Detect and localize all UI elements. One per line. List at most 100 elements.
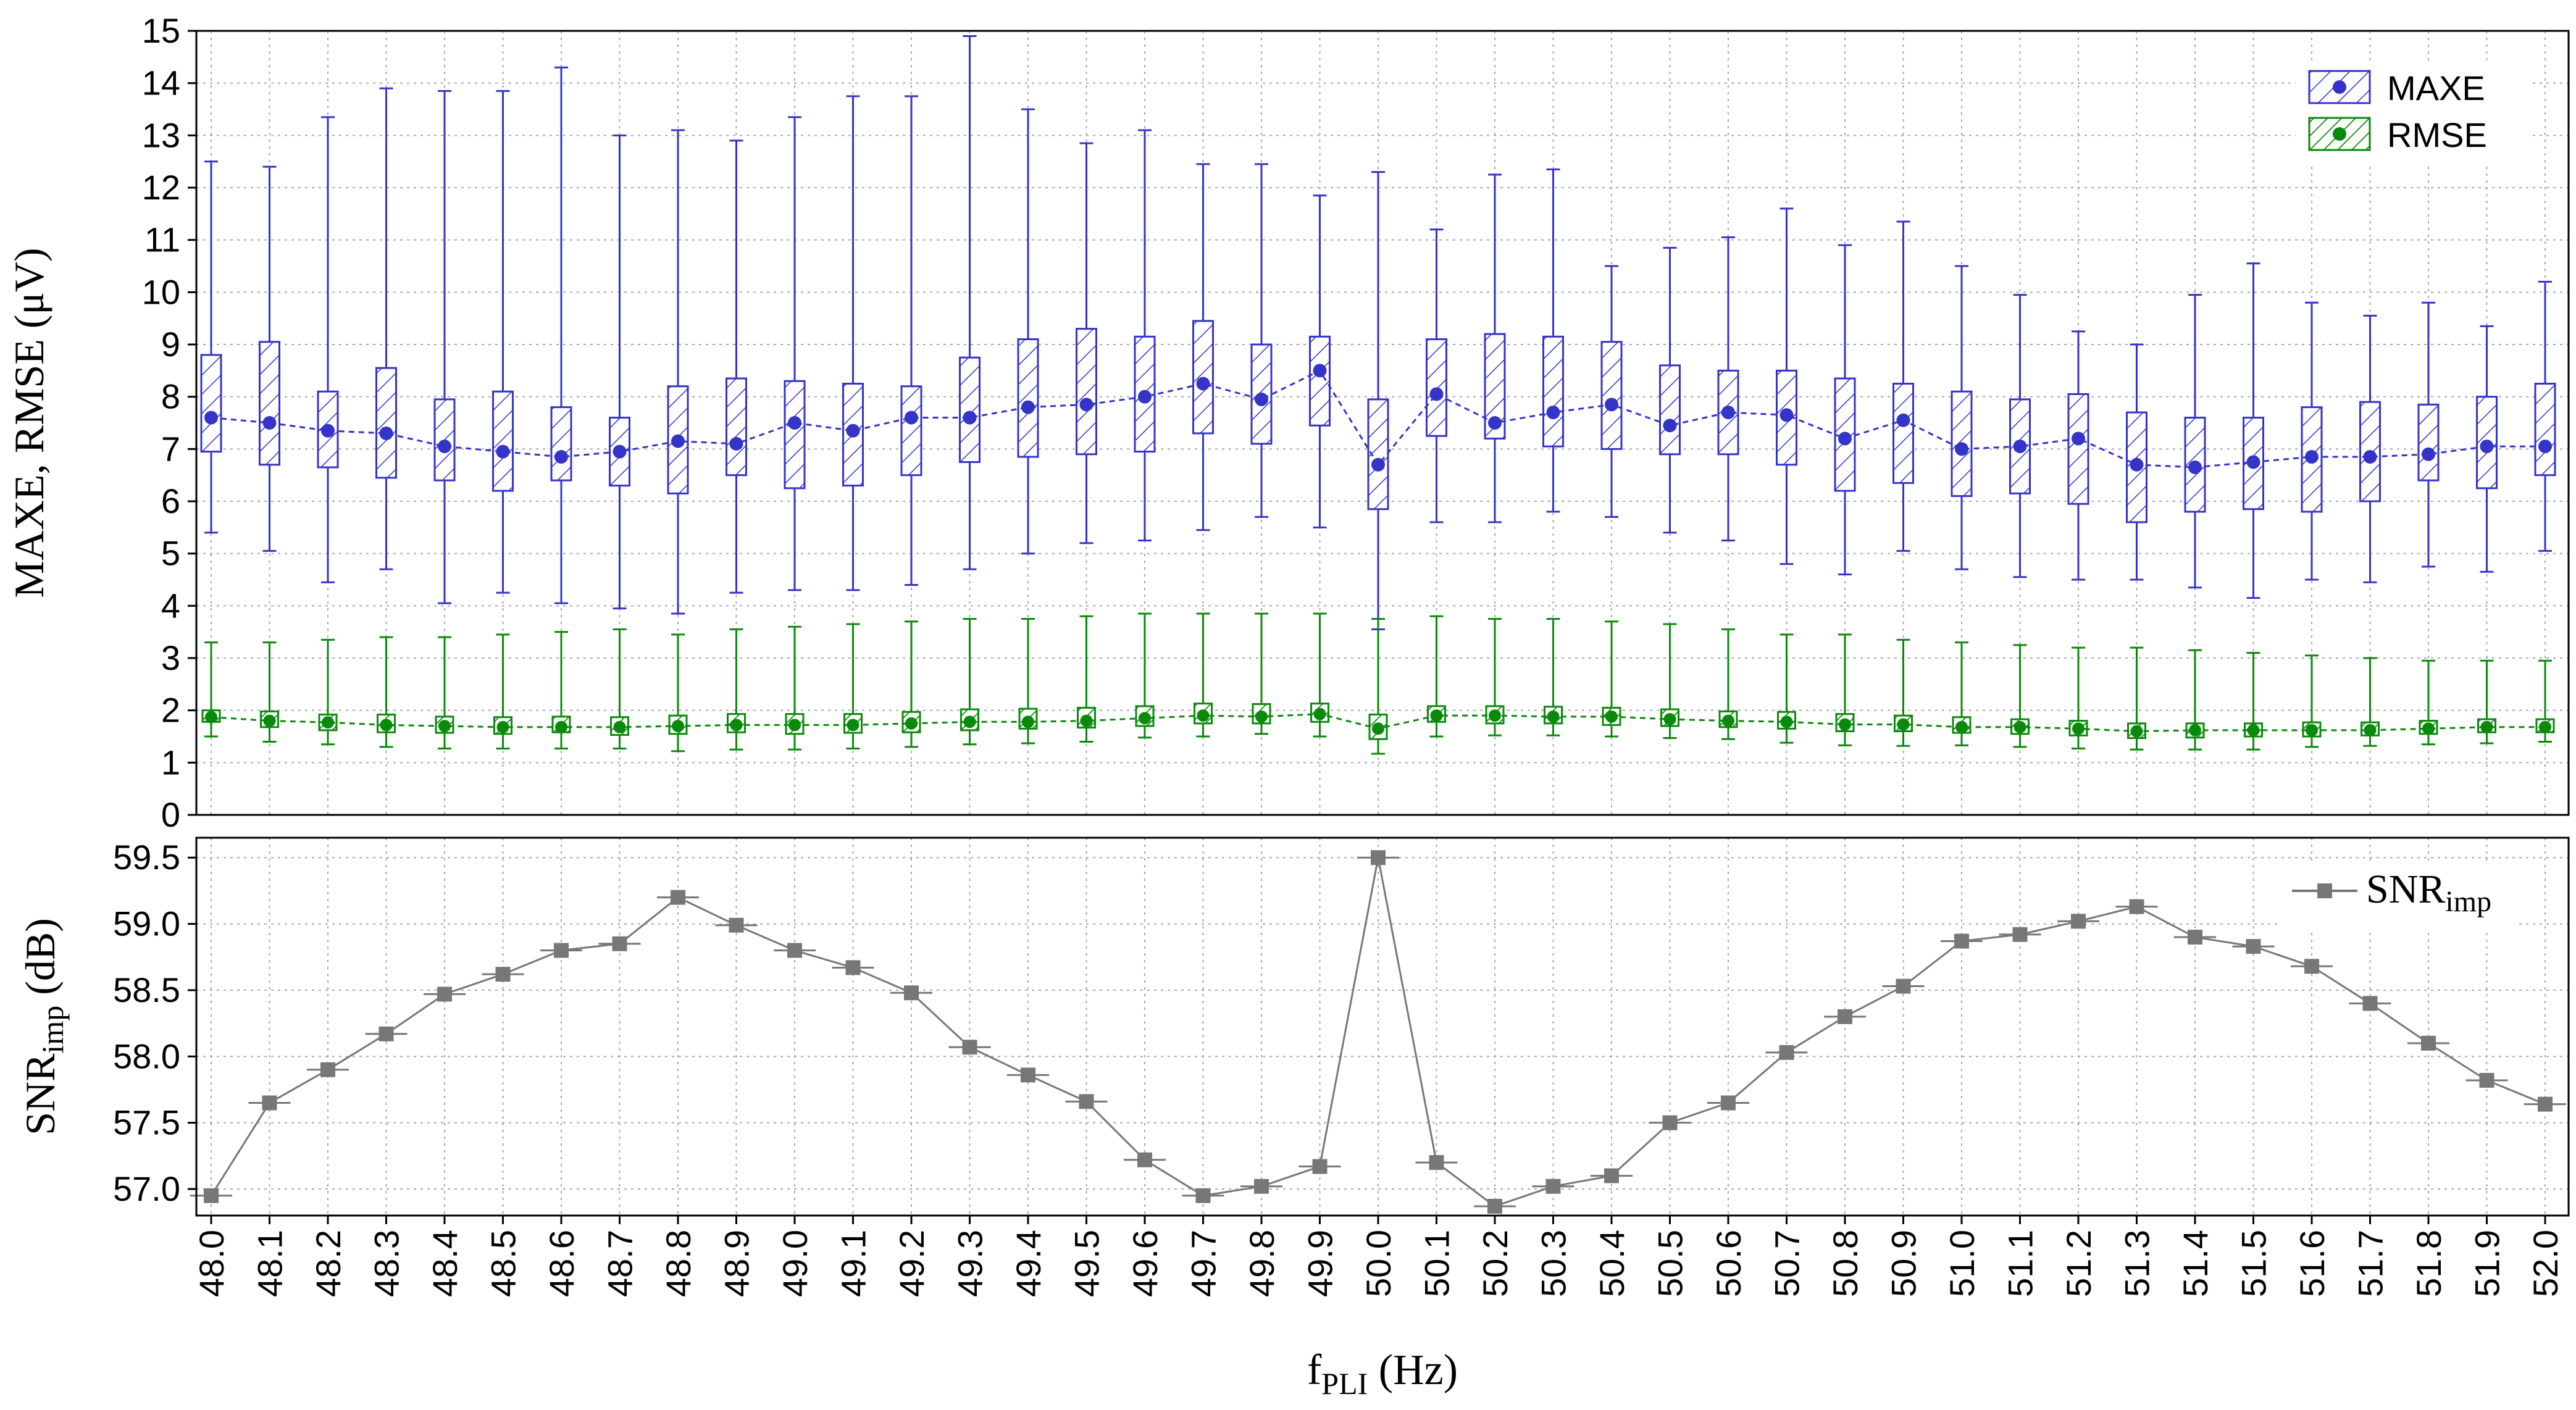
rmse-median-point xyxy=(1663,713,1676,726)
x-tick-label: 51.1 xyxy=(2001,1230,2040,1297)
snr-point xyxy=(2421,1035,2436,1051)
top-y-tick-label: 10 xyxy=(142,272,180,311)
snr-point xyxy=(962,1040,977,1055)
snr-point xyxy=(1312,1159,1328,1174)
rmse-median-point xyxy=(1897,718,1910,731)
x-tick-label: 48.4 xyxy=(425,1230,464,1297)
x-tick-label: 48.3 xyxy=(367,1230,406,1297)
snr-point xyxy=(1254,1178,1269,1194)
rmse-median-point xyxy=(2014,720,2026,733)
snr-point xyxy=(378,1026,394,1041)
legend-item-maxe: MAXE xyxy=(2308,69,2485,107)
maxe-median-point xyxy=(1779,408,1794,422)
snr-point xyxy=(1779,1045,1794,1060)
x-tick-label: 51.9 xyxy=(2468,1230,2507,1297)
top-y-tick-label: 11 xyxy=(144,220,180,259)
maxe-median-point xyxy=(2480,440,2494,454)
snr-point xyxy=(1838,1009,1852,1024)
x-tick-label: 51.6 xyxy=(2293,1230,2331,1297)
maxe-median-point xyxy=(2246,455,2260,469)
snr-point xyxy=(1021,1067,1035,1083)
maxe-box xyxy=(200,354,222,453)
snr-point xyxy=(2304,959,2319,974)
top-y-tick-label: 1 xyxy=(161,743,180,782)
top-y-tick-label: 5 xyxy=(161,534,180,573)
legend-label-maxe: MAXE xyxy=(2387,69,2485,107)
top-y-tick-label: 13 xyxy=(142,115,180,154)
x-tick-label: 49.0 xyxy=(776,1230,814,1297)
x-tick-label: 48.6 xyxy=(542,1230,581,1297)
snr-point xyxy=(1721,1095,1736,1111)
rmse-median-point xyxy=(1255,710,1268,723)
x-tick-label: 48.7 xyxy=(601,1230,640,1297)
snr-point xyxy=(2071,914,2086,929)
maxe-median-point xyxy=(613,444,627,459)
maxe-median-point xyxy=(963,411,977,425)
maxe-median-point xyxy=(1429,387,1444,401)
rmse-median-point xyxy=(1722,714,1734,727)
maxe-median-point xyxy=(379,426,393,440)
rmse-median-point xyxy=(1780,715,1793,728)
x-tick-label: 49.2 xyxy=(892,1230,931,1297)
rmse-median-point xyxy=(2364,724,2377,736)
top-y-tick-label: 7 xyxy=(161,429,180,468)
maxe-box xyxy=(1076,328,1097,456)
snr-point xyxy=(1371,850,1386,866)
rmse-median-point xyxy=(2247,724,2260,736)
rmse-median-point xyxy=(205,711,217,724)
series-rmse xyxy=(201,612,2555,755)
rmse-median-point xyxy=(1372,722,1384,735)
bottom-y-axis-label: SNRimp (dB) xyxy=(17,918,70,1135)
snr-point xyxy=(787,943,802,958)
maxe-box xyxy=(959,356,981,464)
rmse-median-point xyxy=(613,720,626,733)
maxe-median-point xyxy=(2188,460,2202,474)
top-plot-frame xyxy=(195,30,2570,816)
maxe-median-point xyxy=(1371,457,1385,472)
rmse-median-point xyxy=(847,719,859,732)
rmse-median-point xyxy=(263,714,276,727)
series-maxe xyxy=(200,35,2556,630)
rmse-median-point xyxy=(788,719,801,732)
maxe-median-point xyxy=(1021,400,1035,414)
x-tick-label: 48.5 xyxy=(484,1230,523,1297)
x-tick-label: 50.2 xyxy=(1476,1230,1515,1297)
bottom-y-tick-label: 57.5 xyxy=(113,1103,180,1142)
top-y-tick-label: 2 xyxy=(161,691,180,730)
bottom-y-tick-label: 58.5 xyxy=(113,970,180,1009)
snr-point xyxy=(1079,1094,1094,1109)
rmse-median-point xyxy=(905,717,918,730)
x-axis: 48.0 48.1 48.2 48.3 48.4 48.5 48.6 48.7 48.8 48.9… xyxy=(192,1216,2565,1297)
x-tick-label: 49.7 xyxy=(1184,1230,1223,1297)
bottom-y-axis: 57.0 57.5 58.0 58.5 59.0 59.5 xyxy=(113,838,196,1208)
legend-marker-maxe xyxy=(2333,80,2346,94)
legend-marker-snr xyxy=(2317,883,2332,898)
rmse-median-point xyxy=(1022,715,1034,728)
bottom-legend: SNRimp xyxy=(2278,861,2519,929)
maxe-box xyxy=(433,398,456,482)
maxe-box xyxy=(900,385,922,477)
rmse-median-point xyxy=(438,720,451,733)
bottom-gridlines xyxy=(196,838,2569,1216)
legend-label-rmse: RMSE xyxy=(2387,115,2487,154)
x-tick-label: 51.5 xyxy=(2235,1230,2273,1297)
rmse-median-point xyxy=(1839,718,1851,731)
rmse-median-point xyxy=(1139,712,1151,725)
snr-point xyxy=(2479,1072,2494,1088)
top-y-axis-label: MAXE, RMSE (μV) xyxy=(6,248,52,598)
maxe-median-point xyxy=(496,444,510,459)
x-tick-label: 50.5 xyxy=(1651,1230,1690,1297)
rmse-median-point xyxy=(1197,709,1210,722)
maxe-box xyxy=(2534,383,2556,477)
maxe-median-point xyxy=(262,416,277,430)
snr-point xyxy=(437,987,452,1002)
rmse-median-point xyxy=(380,719,393,732)
snr-line xyxy=(210,857,2546,1208)
maxe-median-point xyxy=(1896,413,1910,427)
rmse-median-point xyxy=(2539,720,2551,733)
x-tick-label: 49.8 xyxy=(1242,1230,1281,1297)
rmse-median-point xyxy=(1430,709,1443,722)
bottom-y-tick-label: 58.0 xyxy=(113,1037,180,1075)
snr-point xyxy=(320,1062,335,1077)
